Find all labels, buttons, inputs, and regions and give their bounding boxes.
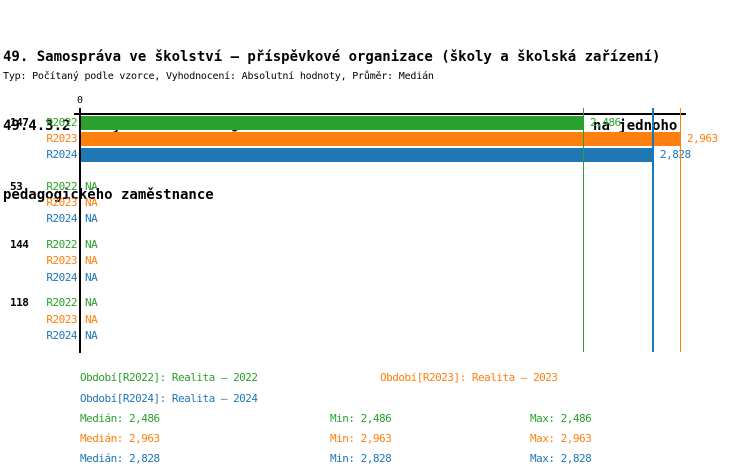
legend-max-r2022: Max: 2,486 bbox=[530, 412, 592, 425]
legend-min-r2022: Min: 2,486 bbox=[330, 412, 392, 425]
na-label-r2023: NA bbox=[85, 254, 98, 267]
legend-period-r2023: Období[R2023]: Realita – 2023 bbox=[380, 371, 558, 384]
legend-min-r2023: Min: 2,963 bbox=[330, 432, 392, 445]
bar-r2022 bbox=[81, 116, 584, 130]
series-label-r2023: R2023 bbox=[46, 132, 77, 145]
series-label-r2023: R2023 bbox=[46, 254, 77, 267]
series-label-r2024: R2024 bbox=[46, 148, 77, 161]
chart-subtitle: Typ: Počítaný podle vzorce, Vyhodnocení:… bbox=[3, 71, 434, 82]
group-label-118: 118 bbox=[10, 296, 29, 309]
bar-r2023 bbox=[81, 132, 681, 146]
bar-r2024 bbox=[81, 148, 654, 162]
series-label-r2023: R2023 bbox=[46, 313, 77, 326]
median-line-r2024 bbox=[652, 108, 654, 352]
legend-max-r2024: Max: 2,828 bbox=[530, 452, 592, 465]
bar-value-label-r2023: 2,963 bbox=[687, 132, 718, 145]
bar-value-label-r2022: 2,486 bbox=[590, 116, 621, 129]
legend-period-r2022: Období[R2022]: Realita – 2022 bbox=[80, 371, 258, 384]
median-line-r2023 bbox=[679, 108, 681, 352]
legend-median-r2023: Medián: 2,963 bbox=[80, 432, 160, 445]
legend-median-r2022: Medián: 2,486 bbox=[80, 412, 160, 425]
chart-title-line1: 49. Samospráva ve školství – příspěvkové… bbox=[3, 49, 661, 65]
legend-median-r2024: Medián: 2,828 bbox=[80, 452, 160, 465]
chart-title-line3: pedagogického zaměstnance bbox=[3, 187, 214, 203]
series-label-r2024: R2024 bbox=[46, 271, 77, 284]
na-label-r2022: NA bbox=[85, 238, 98, 251]
value-axis-zero-label: 0 bbox=[76, 95, 84, 106]
bar-value-label-r2024: 2,828 bbox=[660, 148, 691, 161]
na-label-r2023: NA bbox=[85, 196, 98, 209]
series-label-r2022: R2022 bbox=[46, 296, 77, 309]
series-label-r2023: R2023 bbox=[46, 196, 77, 209]
series-label-r2024: R2024 bbox=[46, 329, 77, 342]
x-axis-line bbox=[74, 113, 686, 115]
group-label-53: 53 bbox=[10, 180, 23, 193]
na-label-r2024: NA bbox=[85, 329, 98, 342]
legend-min-r2024: Min: 2,828 bbox=[330, 452, 392, 465]
na-label-r2024: NA bbox=[85, 212, 98, 225]
median-line-r2022 bbox=[582, 108, 585, 352]
series-label-r2022: R2022 bbox=[46, 116, 77, 129]
na-label-r2022: NA bbox=[85, 180, 98, 193]
group-label-147: 147 bbox=[10, 116, 29, 129]
series-label-r2022: R2022 bbox=[46, 238, 77, 251]
series-label-r2022: R2022 bbox=[46, 180, 77, 193]
group-label-144: 144 bbox=[10, 238, 29, 251]
legend-max-r2023: Max: 2,963 bbox=[530, 432, 592, 445]
na-label-r2023: NA bbox=[85, 313, 98, 326]
na-label-r2022: NA bbox=[85, 296, 98, 309]
y-axis-line bbox=[79, 108, 81, 353]
na-label-r2024: NA bbox=[85, 271, 98, 284]
legend-period-r2024: Období[R2024]: Realita – 2024 bbox=[80, 392, 258, 405]
series-label-r2024: R2024 bbox=[46, 212, 77, 225]
